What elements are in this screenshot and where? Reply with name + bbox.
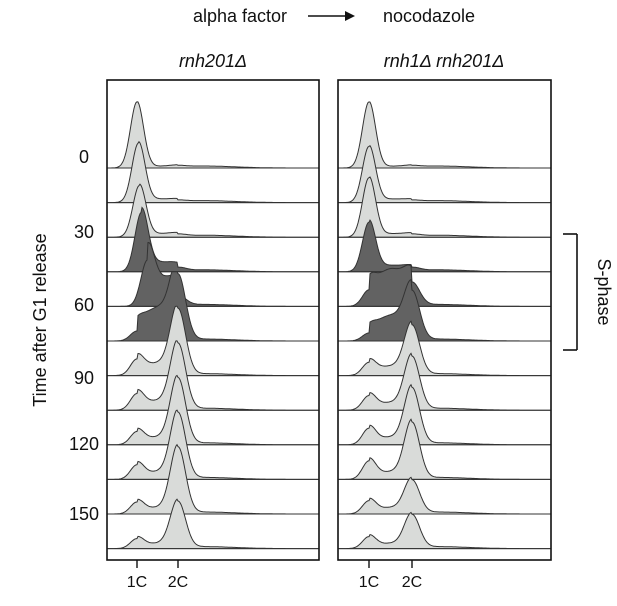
histogram-trace [339, 219, 550, 273]
time-tick-label: 0 [79, 147, 89, 167]
s-phase-label: S-phase [594, 258, 614, 325]
x-tick-label: 2C [402, 574, 422, 591]
header-start-label: alpha factor [193, 6, 287, 26]
x-tick-label: 2C [168, 574, 188, 591]
panel-frame-left [106, 79, 320, 561]
panel-title-right: rnh1Δ rnh201Δ [384, 51, 505, 71]
x-axis-ticks: 1C 2C 1C 2C [127, 560, 422, 591]
panel-title-left: rnh201Δ [179, 51, 247, 71]
arrow-right-icon [308, 11, 355, 21]
time-tick-labels: 0 30 60 90 120 150 [69, 147, 99, 524]
time-tick-label: 150 [69, 504, 99, 524]
time-tick-label: 120 [69, 434, 99, 454]
y-axis-label: Time after G1 release [30, 233, 50, 406]
histogram-panel-right [338, 101, 551, 550]
x-tick-label: 1C [127, 574, 147, 591]
x-tick-label: 1C [359, 574, 379, 591]
time-tick-label: 60 [74, 295, 94, 315]
panel-frame-right [337, 79, 552, 561]
histogram-trace [339, 511, 550, 550]
time-tick-label: 30 [74, 222, 94, 242]
histogram-trace [339, 476, 550, 515]
histogram-panel-left [107, 101, 319, 550]
s-phase-bracket [563, 233, 578, 351]
time-tick-label: 90 [74, 368, 94, 388]
histogram-trace [108, 206, 318, 273]
header-end-label: nocodazole [383, 6, 475, 26]
